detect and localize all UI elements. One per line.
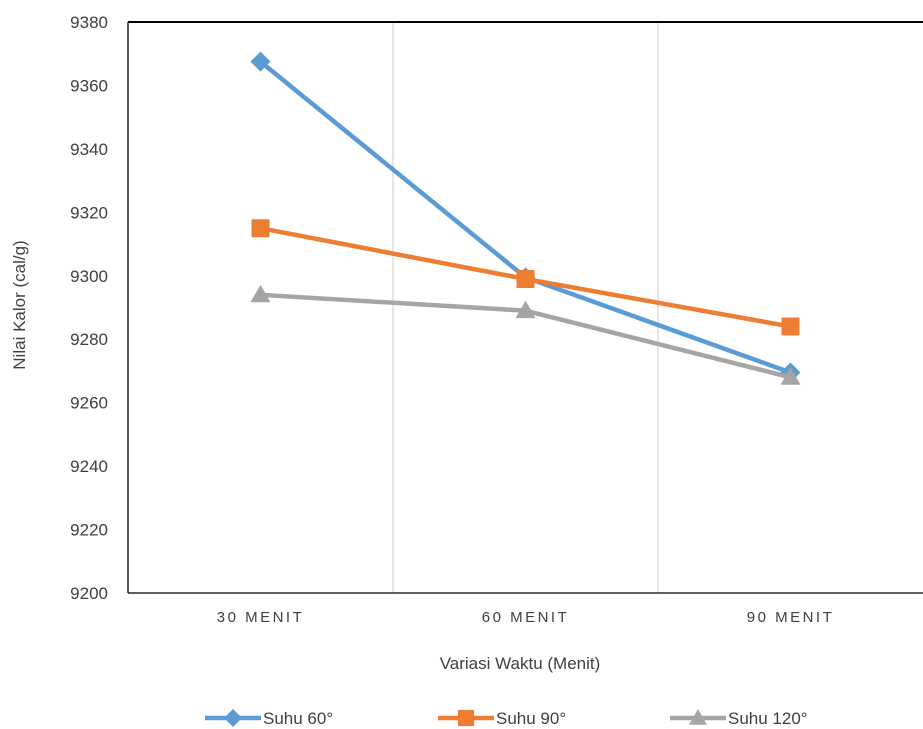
y-tick-label: 9280 — [70, 330, 108, 349]
x-tick-label: 30 MENIT — [217, 609, 305, 626]
series-2 — [251, 219, 800, 336]
data-point-triangle — [780, 367, 801, 385]
data-point-square — [251, 219, 270, 238]
data-point-square — [457, 709, 475, 727]
y-tick-label: 9300 — [70, 267, 108, 286]
legend-label: Suhu 90° — [496, 709, 566, 728]
y-tick-labels: 9200 9220 9240 9260 9280 9300 9320 9340 9360 9380 — [70, 13, 108, 603]
y-tick-label: 9200 — [70, 584, 108, 603]
x-tick-label: 60 MENIT — [482, 609, 570, 626]
y-axis-title: Nilai Kalor (cal/g) — [10, 240, 29, 369]
y-tick-label: 9360 — [70, 76, 108, 95]
legend-item-2: Suhu 90° — [438, 709, 566, 728]
x-axis-title: Variasi Waktu (Menit) — [440, 654, 601, 673]
data-point-square — [781, 317, 800, 336]
y-tick-label: 9220 — [70, 521, 108, 540]
series-3 — [250, 284, 801, 385]
data-point-diamond — [250, 51, 271, 72]
y-tick-label: 9380 — [70, 13, 108, 32]
data-point-square — [516, 269, 535, 288]
y-tick-label: 9320 — [70, 203, 108, 222]
data-point-triangle — [250, 284, 271, 303]
y-tick-label: 9240 — [70, 457, 108, 476]
data-point-triangle — [689, 709, 707, 725]
legend-item-1: Suhu 60° — [205, 709, 333, 728]
x-tick-label: 90 MENIT — [747, 609, 835, 626]
legend-label: Suhu 60° — [263, 709, 333, 728]
legend-item-3: Suhu 120° — [670, 709, 808, 728]
series-line — [258, 59, 793, 375]
legend: Suhu 60° Suhu 90° Suhu 120° — [205, 709, 808, 728]
y-tick-label: 9260 — [70, 394, 108, 413]
data-point-triangle — [515, 300, 536, 319]
grid-lines — [392, 22, 659, 593]
data-point-diamond — [224, 709, 242, 727]
series — [250, 51, 801, 385]
legend-label: Suhu 120° — [728, 709, 808, 728]
axes — [127, 21, 923, 594]
y-tick-label: 9340 — [70, 140, 108, 159]
series-1 — [250, 51, 801, 383]
x-tick-labels: 30 MENIT 60 MENIT 90 MENIT — [217, 609, 835, 626]
